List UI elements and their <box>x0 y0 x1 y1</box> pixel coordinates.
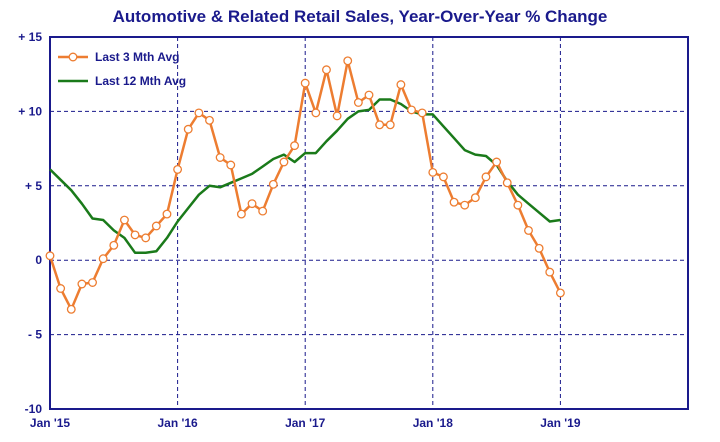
x-tick-label: Jan '19 <box>540 416 581 430</box>
x-tick-label: Jan '18 <box>413 416 454 430</box>
data-point <box>555 288 565 298</box>
data-point <box>343 56 353 66</box>
data-point <box>534 243 544 253</box>
data-point <box>183 124 193 134</box>
data-point <box>173 164 183 174</box>
data-point <box>396 80 406 90</box>
plot-frame <box>49 36 689 410</box>
data-point <box>130 230 140 240</box>
data-point <box>353 98 363 107</box>
data-point <box>407 105 416 115</box>
data-point <box>300 78 310 88</box>
data-point <box>364 90 374 100</box>
legend-label: Last 3 Mth Avg <box>95 50 179 64</box>
y-tick-label: -10 <box>25 402 43 416</box>
data-point <box>45 251 55 261</box>
data-point <box>417 108 427 118</box>
data-point <box>481 172 491 182</box>
data-point <box>279 157 289 167</box>
data-point <box>375 120 385 130</box>
y-tick-label: + 15 <box>18 30 42 44</box>
data-point <box>56 284 66 293</box>
data-point <box>545 267 555 277</box>
data-point <box>141 233 151 243</box>
data-point <box>438 172 448 182</box>
data-point <box>162 209 172 219</box>
data-point <box>524 225 533 235</box>
x-tick-label: Jan '17 <box>285 416 326 430</box>
data-point <box>502 178 512 188</box>
data-point <box>77 279 87 289</box>
data-point <box>460 200 470 210</box>
data-point <box>109 240 119 250</box>
data-point <box>236 209 246 219</box>
x-tick-label: Jan '16 <box>157 416 198 430</box>
data-point <box>492 157 502 167</box>
legend-label: Last 12 Mth Avg <box>95 74 186 88</box>
data-point <box>226 160 236 170</box>
series-layer <box>45 56 565 314</box>
data-point <box>88 278 97 287</box>
data-point <box>322 65 331 75</box>
y-tick-label: - 5 <box>28 328 42 342</box>
data-point <box>290 141 300 151</box>
data-point <box>247 199 257 209</box>
data-point <box>470 193 480 203</box>
data-point <box>151 221 161 231</box>
data-point <box>311 108 321 118</box>
data-point <box>258 206 268 216</box>
data-point <box>119 215 129 225</box>
legend-marker <box>68 52 78 62</box>
data-point <box>513 200 523 210</box>
data-point <box>194 108 204 118</box>
data-point <box>215 153 225 162</box>
data-point <box>332 111 342 121</box>
data-point <box>268 179 278 189</box>
y-tick-label: + 5 <box>25 179 42 193</box>
data-point <box>66 304 76 314</box>
data-point <box>385 120 395 130</box>
grid <box>50 37 688 409</box>
y-tick-label: 0 <box>35 253 42 267</box>
y-tick-label: + 10 <box>18 104 42 118</box>
legend: Last 3 Mth Avg Last 12 Mth Avg <box>58 50 186 88</box>
chart-title: Automotive & Related Retail Sales, Year-… <box>113 7 608 26</box>
series-line-last-12-mth-avg <box>49 98 561 255</box>
x-tick-label: Jan '15 <box>30 416 71 430</box>
data-point <box>449 197 459 207</box>
data-point <box>98 254 108 264</box>
data-point <box>428 167 438 177</box>
data-point <box>205 115 214 125</box>
